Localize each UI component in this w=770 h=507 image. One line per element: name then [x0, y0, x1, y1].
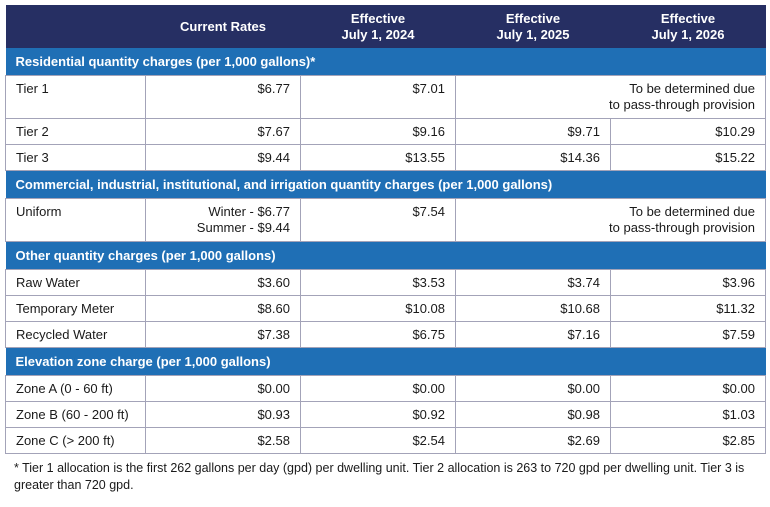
cell-value: $3.53	[300, 269, 456, 296]
table-row: Uniform Winter - $6.77 Summer - $9.44 $7.…	[5, 198, 766, 242]
section-title: Commercial, industrial, institutional, a…	[5, 170, 766, 199]
row-label: Tier 2	[5, 118, 146, 145]
tbd-line: to pass-through provision	[609, 97, 755, 112]
row-label: Tier 1	[5, 75, 146, 119]
cell-value: $9.16	[300, 118, 456, 145]
table-row: Tier 2 $7.67 $9.16 $9.71 $10.29	[5, 118, 766, 145]
header-text: Effective	[505, 10, 561, 26]
row-label: Tier 3	[5, 144, 146, 171]
header-text: July 1, 2024	[341, 26, 415, 42]
header-2025: Effective July 1, 2025	[455, 5, 611, 48]
tbd-line: To be determined due	[629, 81, 755, 96]
cell-value: $7.01	[300, 75, 456, 119]
cell-value: $1.03	[610, 401, 766, 428]
cell-value: $3.74	[455, 269, 611, 296]
cell-value: $0.00	[145, 375, 301, 402]
cell-value: $6.75	[300, 321, 456, 348]
cell-value: $13.55	[300, 144, 456, 171]
cell-value: $0.92	[300, 401, 456, 428]
cell-tbd: To be determined due to pass-through prov…	[455, 198, 766, 242]
header-row: Current Rates Effective July 1, 2024 Effe…	[5, 5, 766, 48]
row-label: Raw Water	[5, 269, 146, 296]
header-text: Current Rates	[180, 18, 266, 34]
section-commercial: Commercial, industrial, institutional, a…	[5, 170, 766, 199]
section-title: Elevation zone charge (per 1,000 gallons…	[5, 347, 766, 376]
section-elevation: Elevation zone charge (per 1,000 gallons…	[5, 347, 766, 376]
cell-value: $3.96	[610, 269, 766, 296]
table-row: Zone B (60 - 200 ft) $0.93 $0.92 $0.98 $1.03	[5, 401, 766, 428]
tbd-line: To be determined due	[629, 204, 755, 219]
cell-tbd: To be determined due to pass-through prov…	[455, 75, 766, 119]
table-row: Tier 1 $6.77 $7.01 To be determined due t…	[5, 75, 766, 119]
cell-value: $10.08	[300, 295, 456, 322]
cell-value: $2.54	[300, 427, 456, 454]
cell-value: $7.38	[145, 321, 301, 348]
header-text: Effective	[660, 10, 716, 26]
cell-value: $0.93	[145, 401, 301, 428]
table-row: Tier 3 $9.44 $13.55 $14.36 $15.22	[5, 144, 766, 171]
cell-value: $10.68	[455, 295, 611, 322]
cell-value: $15.22	[610, 144, 766, 171]
cell-value: $11.32	[610, 295, 766, 322]
cell-value: $7.67	[145, 118, 301, 145]
header-current-rates: Current Rates	[145, 5, 301, 48]
cell-value: $9.44	[145, 144, 301, 171]
table-row: Zone A (0 - 60 ft) $0.00 $0.00 $0.00 $0.00	[5, 375, 766, 402]
footnote: * Tier 1 allocation is the first 262 gal…	[14, 461, 745, 492]
summer-rate: Summer - $9.44	[196, 220, 290, 235]
cell-value: $7.16	[455, 321, 611, 348]
cell-value: Winter - $6.77 Summer - $9.44	[145, 198, 301, 242]
section-title: Residential quantity charges (per 1,000 …	[5, 48, 766, 76]
cell-value: $7.59	[610, 321, 766, 348]
cell-value: $0.00	[455, 375, 611, 402]
cell-value: $8.60	[145, 295, 301, 322]
tbd-line: to pass-through provision	[609, 220, 755, 235]
cell-value: $9.71	[455, 118, 611, 145]
table-row: Recycled Water $7.38 $6.75 $7.16 $7.59	[5, 321, 766, 348]
cell-value: $14.36	[455, 144, 611, 171]
cell-value: $10.29	[610, 118, 766, 145]
row-label: Zone B (60 - 200 ft)	[5, 401, 146, 428]
page: Current Rates Effective July 1, 2024 Effe…	[5, 5, 766, 492]
row-label: Zone A (0 - 60 ft)	[5, 375, 146, 402]
rates-table: Current Rates Effective July 1, 2024 Effe…	[5, 5, 766, 454]
cell-value: $2.69	[455, 427, 611, 454]
section-residential: Residential quantity charges (per 1,000 …	[5, 48, 766, 76]
row-label: Temporary Meter	[5, 295, 146, 322]
cell-value: $0.00	[300, 375, 456, 402]
table-row: Temporary Meter $8.60 $10.08 $10.68 $11.32	[5, 295, 766, 322]
section-title: Other quantity charges (per 1,000 gallon…	[5, 241, 766, 270]
cell-value: $2.85	[610, 427, 766, 454]
row-label: Recycled Water	[5, 321, 146, 348]
header-text: Effective	[350, 10, 406, 26]
cell-value: $3.60	[145, 269, 301, 296]
table-row: Raw Water $3.60 $3.53 $3.74 $3.96	[5, 269, 766, 296]
header-2024: Effective July 1, 2024	[300, 5, 456, 48]
section-other: Other quantity charges (per 1,000 gallon…	[5, 241, 766, 270]
header-text: July 1, 2026	[651, 26, 725, 42]
header-2026: Effective July 1, 2026	[610, 5, 766, 48]
cell-value: $0.98	[455, 401, 611, 428]
cell-value: $0.00	[610, 375, 766, 402]
cell-value: $7.54	[300, 198, 456, 242]
row-label: Zone C (> 200 ft)	[5, 427, 146, 454]
header-text: July 1, 2025	[496, 26, 570, 42]
row-label: Uniform	[5, 198, 146, 242]
header-blank	[5, 5, 146, 48]
cell-value: $2.58	[145, 427, 301, 454]
table-row: Zone C (> 200 ft) $2.58 $2.54 $2.69 $2.85	[5, 427, 766, 454]
cell-value: $6.77	[145, 75, 301, 119]
winter-rate: Winter - $6.77	[208, 204, 290, 219]
